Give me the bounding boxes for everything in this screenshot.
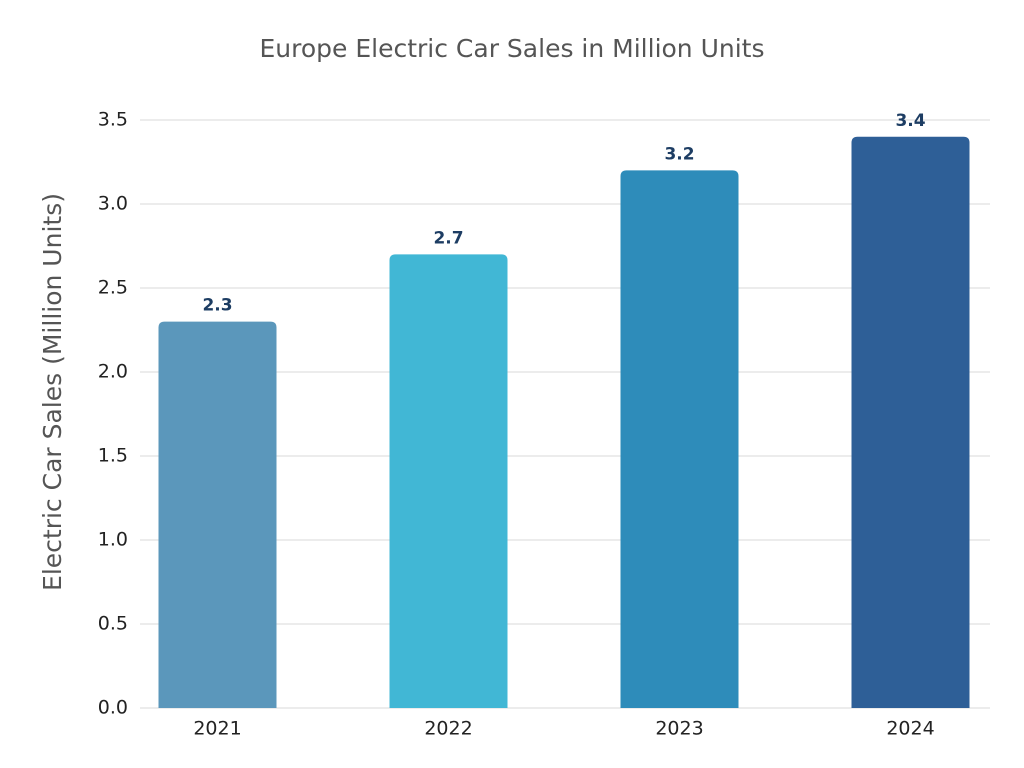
bar xyxy=(620,170,739,708)
x-tick-label: 2024 xyxy=(886,718,934,740)
y-tick-label: 2.5 xyxy=(98,277,128,299)
chart-title: Europe Electric Car Sales in Million Uni… xyxy=(259,34,764,63)
y-tick-label: 1.5 xyxy=(98,445,128,467)
y-tick-label: 3.0 xyxy=(98,193,128,215)
y-axis-title: Electric Car Sales (Million Units) xyxy=(38,193,67,591)
y-tick-label: 1.0 xyxy=(98,529,128,551)
y-tick-label: 3.5 xyxy=(98,109,128,131)
bar xyxy=(851,136,970,709)
value-label: 2.7 xyxy=(433,228,463,248)
y-tick-label: 0.5 xyxy=(98,613,128,635)
value-label: 2.3 xyxy=(202,296,232,316)
value-label: 3.2 xyxy=(664,144,694,164)
bar xyxy=(158,321,277,708)
y-tick-label: 2.0 xyxy=(98,361,128,383)
value-label: 3.4 xyxy=(895,111,925,131)
y-tick-label: 0.0 xyxy=(98,697,128,719)
bar xyxy=(389,254,508,708)
x-tick-label: 2021 xyxy=(193,718,241,740)
x-tick-label: 2022 xyxy=(424,718,472,740)
x-tick-label: 2023 xyxy=(655,718,703,740)
